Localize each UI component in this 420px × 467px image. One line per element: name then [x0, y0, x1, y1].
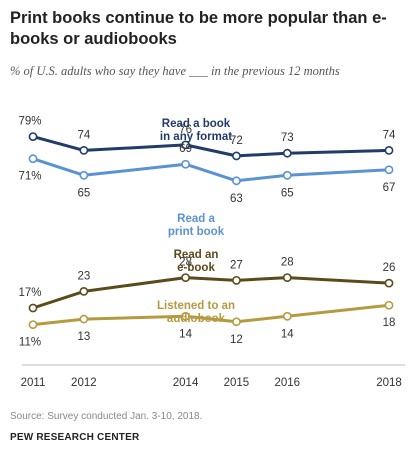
x-tick-label: 2014 — [173, 377, 199, 389]
source-note: Source: Survey conducted Jan. 3-10, 2018… — [10, 411, 203, 422]
data-label: 71% — [18, 171, 41, 183]
data-point — [232, 275, 241, 285]
data-label: 14 — [179, 328, 192, 340]
data-label: 76 — [179, 124, 192, 136]
series-name-label: audiobook — [167, 313, 226, 325]
x-tick-label: 2012 — [71, 377, 97, 389]
data-point — [384, 300, 394, 310]
series-name-label: e-book — [177, 262, 215, 274]
data-label: 28 — [281, 257, 294, 269]
x-tick-label: 2018 — [376, 377, 402, 389]
data-label: 74 — [383, 129, 396, 141]
data-label: 14 — [281, 328, 294, 340]
data-label: 67 — [383, 182, 396, 194]
org-name: PEW RESEARCH CENTER — [10, 432, 140, 443]
data-point — [28, 132, 38, 141]
data-label: 69 — [179, 143, 192, 155]
data-point — [282, 311, 292, 321]
data-point — [79, 314, 89, 324]
series-name-label: Listened to an — [157, 300, 235, 312]
series-line — [32, 303, 390, 327]
data-label: 65 — [77, 187, 90, 199]
data-label: 12 — [230, 334, 243, 346]
data-label: 26 — [383, 262, 396, 274]
chart-title: Print books continue to be more popular … — [10, 9, 387, 48]
series-name-label: in any format — [160, 131, 232, 143]
data-point — [181, 159, 190, 169]
data-point — [282, 170, 292, 180]
data-point — [232, 317, 241, 327]
data-point — [79, 146, 89, 155]
series-name-label: Read an — [174, 249, 219, 261]
data-label: 28 — [179, 257, 192, 269]
x-tick-label: 2015 — [224, 377, 250, 389]
data-label: 79% — [18, 116, 41, 128]
x-tick-label: 2011 — [21, 377, 46, 389]
data-point — [181, 273, 190, 282]
data-label: 65 — [281, 187, 294, 199]
data-point — [384, 146, 394, 155]
data-label: 11% — [19, 337, 41, 349]
data-label: 18 — [383, 317, 396, 329]
data-label: 73 — [281, 132, 294, 144]
series-name-label: Read a book — [162, 118, 231, 130]
series-line — [32, 135, 390, 158]
data-point — [181, 311, 190, 321]
data-point — [384, 165, 394, 175]
data-point — [384, 278, 394, 288]
data-point — [79, 170, 89, 180]
data-point — [28, 154, 38, 164]
data-point — [232, 176, 241, 186]
series-line — [32, 276, 390, 310]
data-point — [28, 320, 38, 329]
data-label: 63 — [230, 193, 243, 205]
series-name-label: Read a — [177, 213, 215, 225]
data-label: 13 — [77, 331, 90, 343]
chart-subtitle: % of U.S. adults who say they have ___ i… — [10, 64, 340, 78]
data-point — [232, 151, 241, 161]
series-line — [32, 157, 390, 183]
data-point — [282, 273, 292, 282]
data-label: 72 — [230, 135, 243, 147]
data-label: 23 — [77, 270, 90, 282]
data-label: 27 — [230, 259, 243, 271]
x-tick-label: 2016 — [274, 377, 300, 389]
data-point — [28, 303, 38, 313]
data-point — [282, 148, 292, 158]
data-label: 74 — [77, 129, 90, 141]
series-name-label: print book — [168, 226, 225, 238]
data-point — [79, 287, 89, 296]
data-point — [181, 140, 190, 150]
data-label: 17% — [18, 287, 41, 299]
